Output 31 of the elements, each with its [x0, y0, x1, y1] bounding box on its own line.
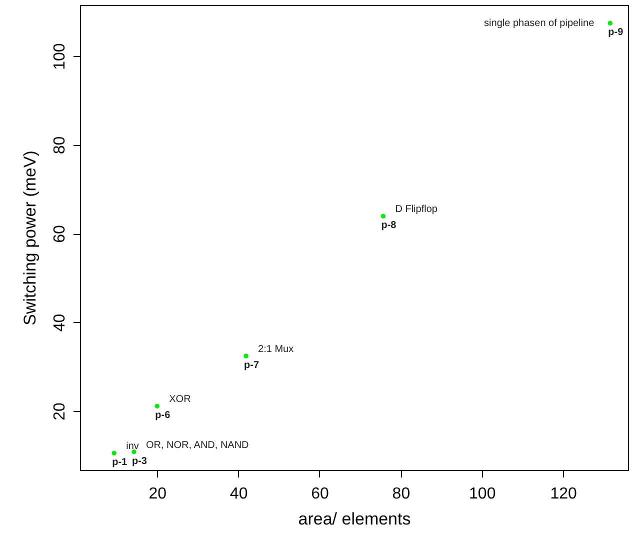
annotation: p-6 — [155, 410, 171, 422]
annotation: D Flipflop — [395, 204, 438, 216]
annotation: XOR — [169, 394, 191, 406]
annotation: p-3 — [132, 456, 148, 467]
point — [608, 20, 612, 26]
point — [154, 404, 160, 408]
annotation: single phasen of pipeline — [484, 18, 595, 30]
x-tick-label: 60 — [311, 486, 329, 502]
point — [380, 214, 386, 219]
y-tick-label: 20 — [52, 402, 68, 420]
point — [132, 449, 136, 454]
y-tick-label: 40 — [52, 314, 68, 332]
annotation: inv — [126, 441, 139, 452]
annotation: p-9 — [608, 27, 624, 38]
point — [112, 450, 116, 456]
point — [244, 354, 248, 358]
x-tick-label: 80 — [392, 486, 410, 502]
x-tick-label: 100 — [469, 486, 496, 502]
y-tick-label: 60 — [52, 225, 68, 243]
annotation: p-8 — [381, 220, 397, 232]
annotation: 2:1 Mux — [258, 344, 294, 355]
annotation: p-1 — [112, 457, 128, 468]
y-axis-title: Switching power (meV) — [20, 150, 40, 326]
x-tick-label: 120 — [550, 486, 577, 502]
x-tick-label: 40 — [230, 486, 248, 502]
annotation: OR, NOR, AND, NAND — [146, 440, 249, 451]
y-tick-label: 100 — [52, 43, 68, 70]
x-axis-title: area/ elements — [298, 510, 411, 528]
annotation: p-7 — [244, 360, 260, 371]
y-tick-label: 80 — [52, 136, 68, 154]
x-tick-label: 20 — [148, 486, 167, 502]
